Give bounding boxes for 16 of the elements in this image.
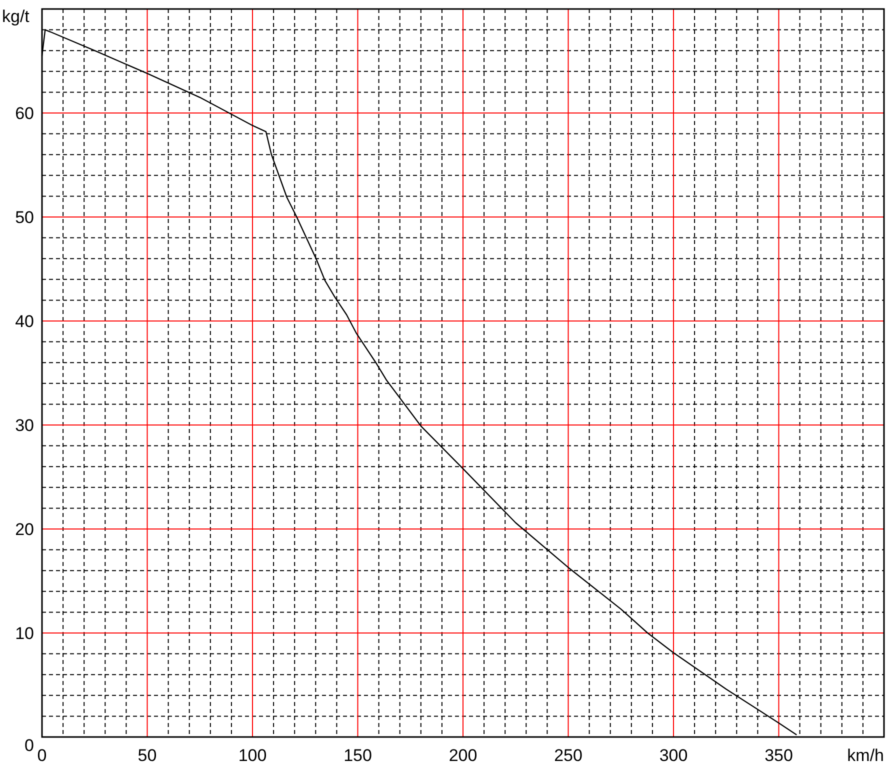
x-tick-label: 300 xyxy=(659,746,688,765)
x-tick-label: 50 xyxy=(138,746,157,765)
x-tick-label: 350 xyxy=(764,746,793,765)
y-tick-label: 30 xyxy=(15,416,34,435)
y-tick-label: 40 xyxy=(15,312,34,331)
y-tick-label: 50 xyxy=(15,208,34,227)
y-tick-label: 10 xyxy=(15,624,34,643)
x-tick-label: 100 xyxy=(238,746,267,765)
x-tick-label: 150 xyxy=(344,746,372,765)
x-axis-title: km/h xyxy=(847,746,884,765)
y-axis-title: kg/t xyxy=(2,7,30,26)
y-tick-label: 20 xyxy=(15,520,34,539)
x-tick-label: 200 xyxy=(448,746,478,765)
x-tick-label: 250 xyxy=(554,746,582,765)
x-tick-label: 0 xyxy=(37,746,47,765)
y-tick-label: 60 xyxy=(15,104,34,123)
